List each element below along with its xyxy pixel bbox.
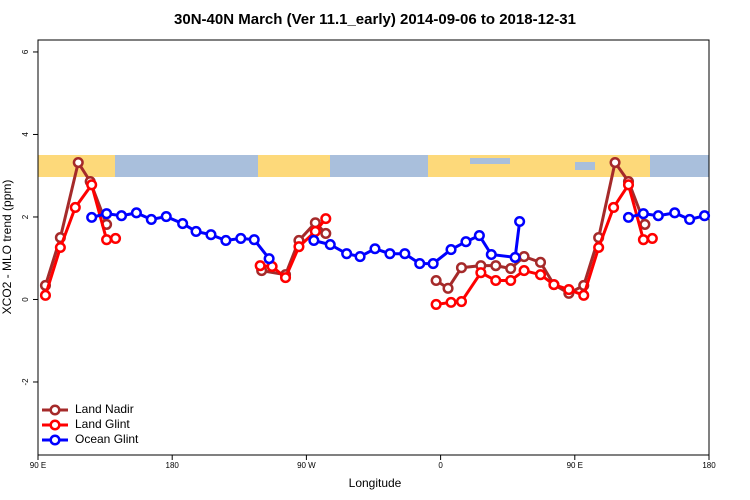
data-point xyxy=(578,289,590,301)
legend-marker xyxy=(49,419,61,431)
legend-label: Ocean Glint xyxy=(75,432,139,446)
map-strip xyxy=(38,155,709,177)
data-point xyxy=(309,225,321,237)
data-point xyxy=(637,234,649,246)
data-point xyxy=(430,274,442,287)
data-point xyxy=(669,207,681,219)
data-point xyxy=(460,236,472,248)
data-point xyxy=(190,225,202,237)
legend-marker xyxy=(49,434,61,446)
data-point xyxy=(101,234,113,246)
data-point xyxy=(514,215,526,228)
data-point xyxy=(455,295,468,308)
data-point xyxy=(205,229,217,241)
data-point xyxy=(490,260,502,272)
data-point xyxy=(475,267,487,279)
data-point xyxy=(384,248,396,260)
data-point xyxy=(235,232,247,244)
y-tick-label: 6 xyxy=(21,49,30,54)
data-point xyxy=(593,241,605,254)
x-tick-label: 90 E xyxy=(30,461,46,470)
legend-marker xyxy=(49,404,61,416)
data-point xyxy=(518,251,530,263)
data-point xyxy=(608,201,620,214)
data-point xyxy=(639,218,651,230)
data-point xyxy=(548,279,560,291)
plot-frame xyxy=(37,39,710,456)
data-point xyxy=(427,258,439,270)
data-point xyxy=(399,248,411,260)
data-point xyxy=(86,179,98,191)
data-point xyxy=(473,229,485,242)
x-tick-label: 180 xyxy=(166,461,180,470)
data-point xyxy=(369,243,381,255)
data-point xyxy=(445,244,457,256)
data-point xyxy=(485,248,497,261)
chart-title: 30N-40N March (Ver 11.1_early) 2014-09-0… xyxy=(174,11,576,28)
x-tick-label: 90 W xyxy=(297,461,316,470)
data-point xyxy=(534,269,547,281)
data-point xyxy=(69,201,81,214)
y-tick-label: -2 xyxy=(21,378,30,386)
data-point xyxy=(54,241,66,254)
data-point xyxy=(145,213,157,225)
data-point xyxy=(39,289,52,301)
data-point xyxy=(652,210,664,222)
data-point xyxy=(455,262,468,274)
data-point xyxy=(130,207,142,219)
data-point xyxy=(115,210,128,222)
data-point xyxy=(518,265,530,277)
data-point xyxy=(698,210,711,222)
data-point xyxy=(414,258,426,270)
data-point xyxy=(445,296,457,308)
y-tick-label: 0 xyxy=(21,297,30,302)
series-line xyxy=(435,181,653,306)
data-point xyxy=(263,253,275,265)
y-axis-label: XCO2 - MLO trend (ppm) xyxy=(0,180,14,315)
data-point xyxy=(279,272,292,284)
y-tick-label: 2 xyxy=(21,214,30,219)
legend-label: Land Nadir xyxy=(75,402,134,416)
y-tick-label: 4 xyxy=(21,132,30,137)
data-point xyxy=(293,241,305,253)
x-tick-label: 180 xyxy=(702,461,716,470)
data-point xyxy=(109,232,122,244)
data-point xyxy=(324,239,336,251)
x-tick-label: 90 E xyxy=(567,461,583,470)
data-point xyxy=(490,274,502,287)
data-point xyxy=(354,251,366,263)
data-point xyxy=(563,284,575,296)
data-point xyxy=(430,298,442,310)
data-point xyxy=(248,234,260,246)
data-point xyxy=(160,211,172,223)
data-point xyxy=(220,234,232,247)
data-point xyxy=(509,251,521,263)
data-point xyxy=(646,232,658,244)
data-point xyxy=(534,256,547,268)
data-point xyxy=(442,282,454,294)
data-point xyxy=(177,218,189,230)
data-point xyxy=(101,208,113,220)
data-point xyxy=(684,213,696,225)
x-axis-label: Longitude xyxy=(349,476,402,490)
data-point xyxy=(254,260,266,272)
data-point xyxy=(320,213,332,225)
data-point xyxy=(308,234,320,247)
data-point xyxy=(341,248,353,260)
data-point xyxy=(505,274,517,287)
legend-label: Land Glint xyxy=(75,417,130,431)
data-point xyxy=(320,227,332,240)
data-point xyxy=(72,156,84,169)
x-tick-label: 0 xyxy=(438,461,443,470)
data-point xyxy=(86,211,98,223)
data-point xyxy=(637,208,649,220)
data-point xyxy=(609,156,621,169)
data-point xyxy=(622,179,635,191)
data-point xyxy=(622,211,635,223)
data-point xyxy=(505,262,517,275)
